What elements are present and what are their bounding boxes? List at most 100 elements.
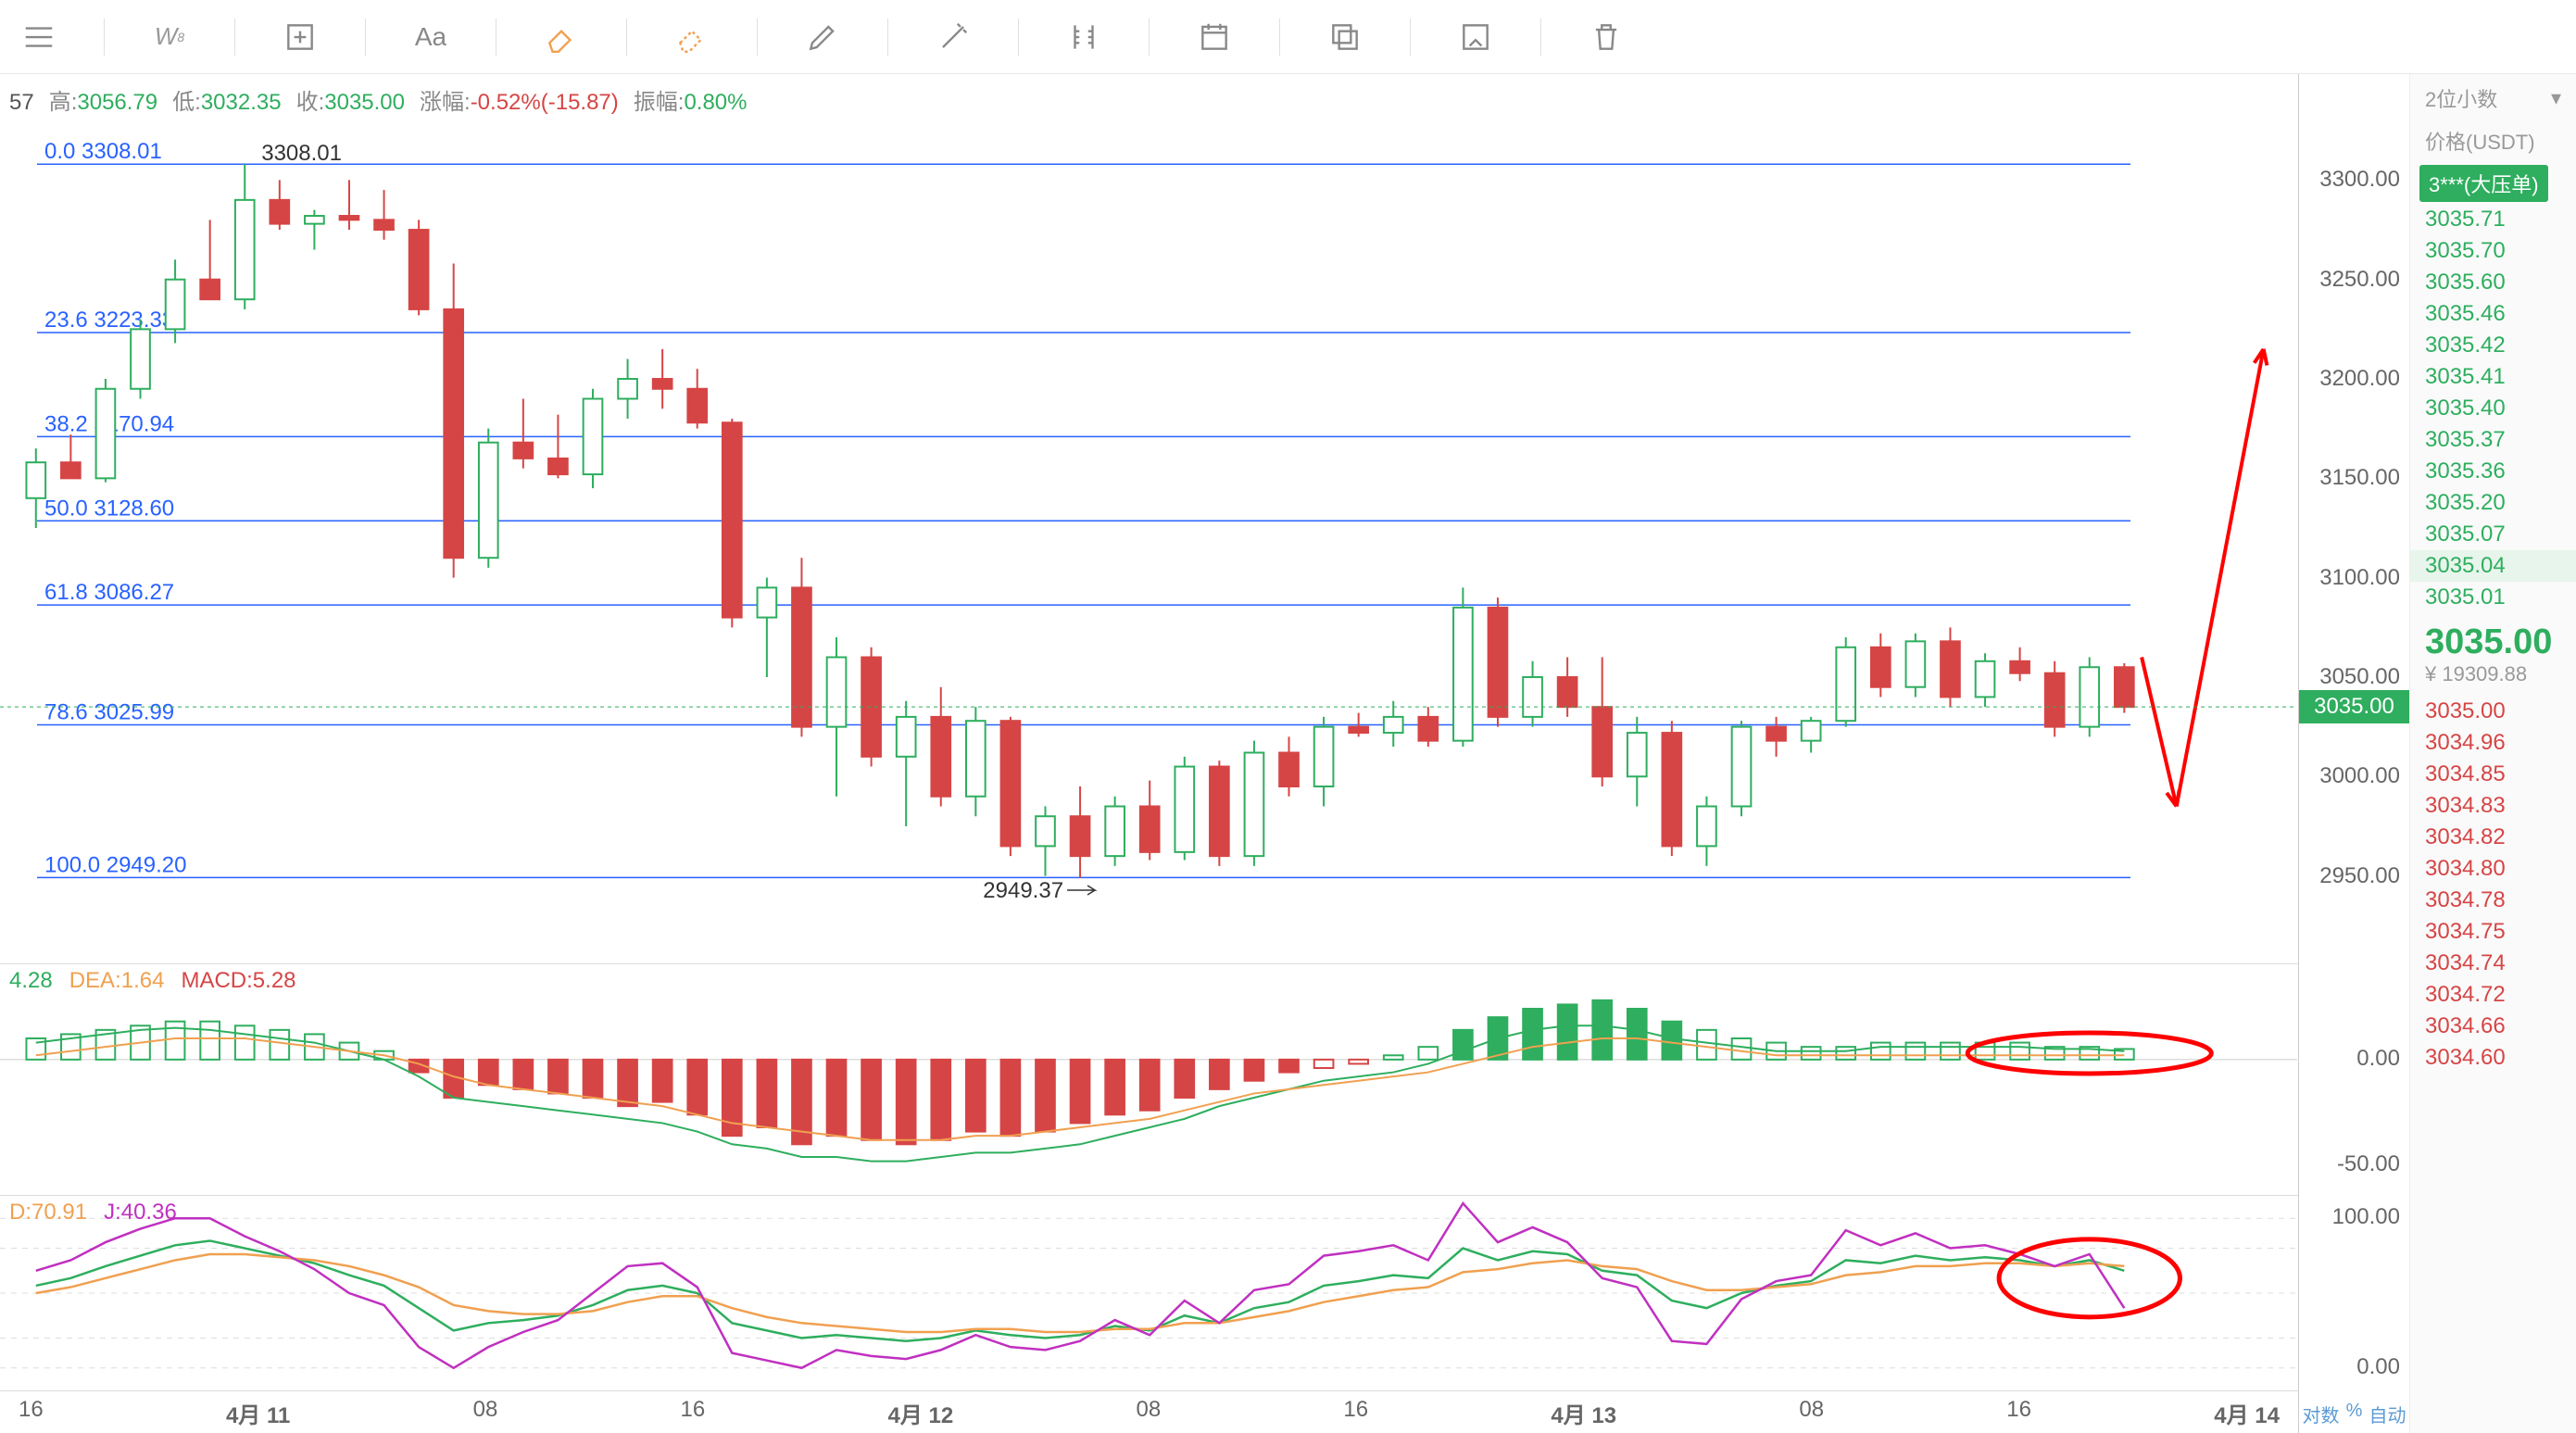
ask-row[interactable]: 3035.71: [2410, 204, 2576, 235]
decimals-selector[interactable]: 2位小数 ▾: [2410, 74, 2576, 122]
drawing-toolbar: W8 Aa: [0, 0, 2576, 74]
kdj-pane[interactable]: D:70.91 J:40.36: [0, 1195, 2298, 1389]
price-tick: 3150.00: [2319, 465, 2400, 491]
text-tool-icon[interactable]: Aa: [410, 17, 451, 57]
ask-row[interactable]: 3035.41: [2410, 361, 2576, 393]
current-price-badge: 3035.00: [2299, 690, 2409, 723]
ask-row[interactable]: 3035.70: [2410, 235, 2576, 267]
price-axis[interactable]: 3300.00 3250.00 3200.00 3150.00 3100.00 3050.…: [2298, 74, 2409, 1433]
log-toggle[interactable]: 对数: [2303, 1401, 2340, 1427]
svg-text:50.0 3128.60: 50.0 3128.60: [44, 496, 174, 521]
dea-val: 1.64: [121, 968, 165, 993]
bid-row[interactable]: 3034.72: [2410, 979, 2576, 1011]
price-tick: 3300.00: [2319, 167, 2400, 193]
price-tick: 3100.00: [2319, 565, 2400, 591]
ask-row[interactable]: 3035.40: [2410, 393, 2576, 424]
fiat-price: ¥ 19309.88: [2425, 662, 2561, 686]
bid-row[interactable]: 3034.96: [2410, 727, 2576, 759]
price-tick: 3050.00: [2319, 664, 2400, 690]
auto-toggle[interactable]: 自动: [2369, 1401, 2406, 1427]
amplitude-val: 0.80%: [684, 90, 747, 115]
svg-text:61.8 3086.27: 61.8 3086.27: [44, 580, 174, 605]
copy-icon[interactable]: [1325, 17, 1365, 57]
ask-row[interactable]: 3035.01: [2410, 582, 2576, 613]
bid-row[interactable]: 3034.82: [2410, 822, 2576, 853]
close-val: 3035.00: [324, 90, 405, 115]
low-val: 3032.35: [201, 90, 282, 115]
svg-text:0.0 3308.01: 0.0 3308.01: [44, 139, 162, 164]
ask-row[interactable]: 3035.37: [2410, 424, 2576, 456]
kdj-tick: 0.00: [2356, 1354, 2400, 1380]
time-tick: 4月 11: [226, 1397, 290, 1427]
price-pane[interactable]: 0.0 3308.0123.6 3223.3338.2 3170.9450.0 …: [0, 120, 2298, 936]
macd-val: 5.28: [253, 968, 296, 993]
time-tick: 16: [681, 1397, 706, 1427]
ask-row[interactable]: 3035.60: [2410, 267, 2576, 298]
time-tick: 4月 14: [2214, 1397, 2280, 1427]
ask-row[interactable]: 3035.42: [2410, 330, 2576, 361]
delete-icon[interactable]: [1586, 17, 1627, 57]
last-price: 3035.00: [2425, 622, 2561, 662]
price-tick: 3200.00: [2319, 366, 2400, 392]
time-tick: 4月 13: [1551, 1397, 1616, 1427]
ohlc-info: 57 高:3056.79 低:3032.35 收:3035.00 涨幅:-0.5…: [9, 83, 748, 116]
time-tick: 08: [1799, 1397, 1824, 1427]
time-tick: 08: [473, 1397, 498, 1427]
orderbook-panel: 2位小数 ▾ 价格(USDT) 3***(大压单) 3035.713035.70…: [2409, 74, 2576, 1433]
svg-text:78.6 3025.99: 78.6 3025.99: [44, 700, 174, 725]
macd-pane[interactable]: 4.28 DEA:1.64 MACD:5.28: [0, 963, 2298, 1186]
add-box-icon[interactable]: [280, 17, 320, 57]
svg-text:100.0 2949.20: 100.0 2949.20: [44, 852, 186, 877]
bid-row[interactable]: 3034.83: [2410, 790, 2576, 822]
time-tick: 4月 12: [888, 1397, 954, 1427]
eraser-2-icon[interactable]: [672, 17, 712, 57]
mid-price: 3035.00 ¥ 19309.88: [2410, 613, 2576, 696]
bid-row[interactable]: 3034.80: [2410, 853, 2576, 885]
chart-area[interactable]: 57 高:3056.79 低:3032.35 收:3035.00 涨幅:-0.5…: [0, 74, 2298, 1433]
pencil-icon[interactable]: [802, 17, 843, 57]
time-val: 57: [9, 90, 34, 116]
pct-toggle[interactable]: %: [2346, 1401, 2363, 1427]
svg-text:3308.01: 3308.01: [261, 141, 342, 166]
price-header: 价格(USDT): [2410, 122, 2576, 163]
svg-text:23.6 3223.33: 23.6 3223.33: [44, 308, 174, 333]
time-axis[interactable]: 16 4月 11 08 16 4月 12 08 16 4月 13 08 16 4月 14: [0, 1390, 2298, 1433]
measure-icon[interactable]: [1063, 17, 1104, 57]
macd-tick: 0.00: [2356, 1046, 2400, 1072]
big-order-tag: 3***(大压单): [2419, 165, 2548, 202]
macd-tick: -50.00: [2337, 1151, 2400, 1177]
price-tick: 3250.00: [2319, 267, 2400, 293]
date-range-icon[interactable]: [1194, 17, 1235, 57]
price-tick: 2950.00: [2319, 863, 2400, 889]
menu-icon[interactable]: [19, 17, 59, 57]
indicator-icon[interactable]: W8: [149, 17, 190, 57]
save-template-icon[interactable]: [1455, 17, 1496, 57]
chevron-down-icon: ▾: [2551, 86, 2561, 110]
time-tick: 16: [19, 1397, 44, 1427]
kdj-tick: 100.00: [2332, 1204, 2400, 1230]
bid-row[interactable]: 3034.85: [2410, 759, 2576, 790]
bid-row[interactable]: 3035.00: [2410, 696, 2576, 727]
price-tick: 3000.00: [2319, 763, 2400, 789]
bid-row[interactable]: 3034.60: [2410, 1042, 2576, 1074]
ask-row[interactable]: 3035.36: [2410, 456, 2576, 487]
kdj-j-val: 40.36: [121, 1200, 177, 1225]
bid-row[interactable]: 3034.78: [2410, 885, 2576, 916]
magic-wand-icon[interactable]: [933, 17, 974, 57]
change-val: -0.52%(-15.87): [471, 90, 619, 115]
bid-row[interactable]: 3034.75: [2410, 916, 2576, 948]
high-val: 3056.79: [77, 90, 157, 115]
eraser-1-icon[interactable]: [541, 17, 582, 57]
kdj-d-val: 70.91: [31, 1200, 87, 1225]
bid-row[interactable]: 3034.66: [2410, 1011, 2576, 1042]
bid-row[interactable]: 3034.74: [2410, 948, 2576, 979]
ask-row[interactable]: 3035.07: [2410, 519, 2576, 550]
ask-row[interactable]: 3035.20: [2410, 487, 2576, 519]
time-tick: 16: [2006, 1397, 2031, 1427]
ask-row[interactable]: 3035.04: [2410, 550, 2576, 582]
ask-row[interactable]: 3035.46: [2410, 298, 2576, 330]
time-tick: 16: [1343, 1397, 1368, 1427]
dif-val: 4.28: [9, 968, 53, 994]
svg-text:2949.37: 2949.37: [983, 878, 1063, 903]
time-tick: 08: [1136, 1397, 1161, 1427]
